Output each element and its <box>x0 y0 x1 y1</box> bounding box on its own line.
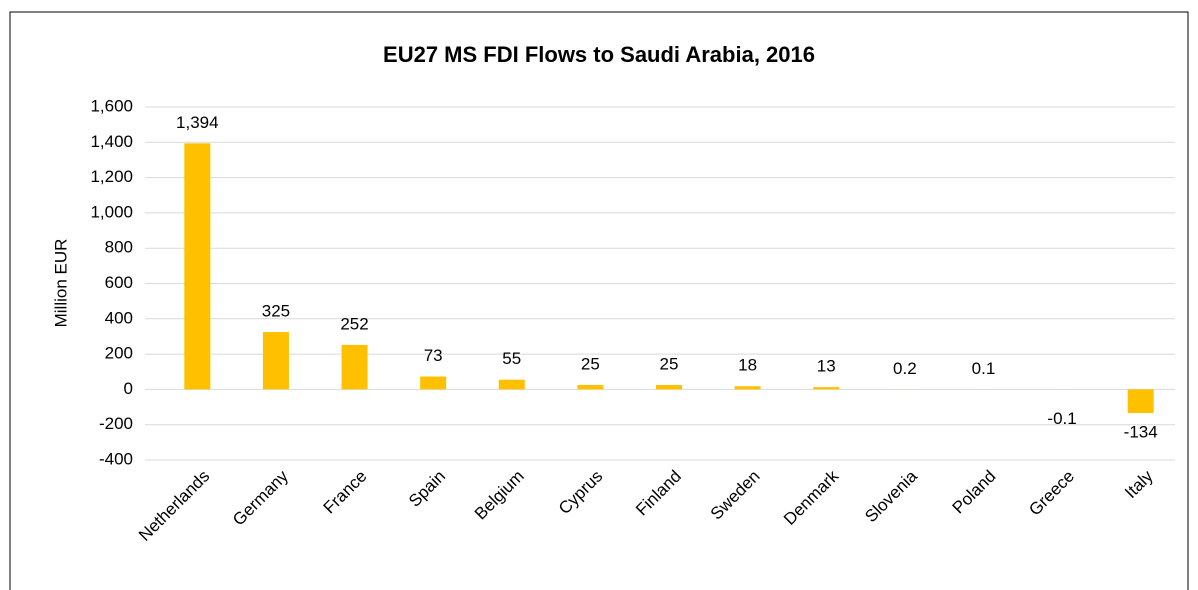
bar <box>577 384 604 390</box>
bar <box>498 379 525 390</box>
y-tick-label: 600 <box>105 273 133 292</box>
y-tick-label: 1,000 <box>90 202 133 221</box>
data-label: 1,394 <box>176 113 219 132</box>
y-tick-label: 800 <box>105 238 133 257</box>
y-tick-label: 1,600 <box>90 96 133 115</box>
chart-title: EU27 MS FDI Flows to Saudi Arabia, 2016 <box>383 42 815 67</box>
data-label: -0.1 <box>1047 409 1076 428</box>
data-label: 0.1 <box>972 359 996 378</box>
bar <box>262 332 289 390</box>
bar <box>184 143 211 390</box>
y-tick-label: 1,400 <box>90 132 133 151</box>
data-label: 25 <box>581 354 600 373</box>
y-tick-label: -400 <box>99 449 133 468</box>
data-label: -134 <box>1124 423 1158 442</box>
bar <box>734 386 761 390</box>
y-axis-label: Million EUR <box>51 239 70 328</box>
data-label: 13 <box>817 357 836 376</box>
bar <box>341 344 368 390</box>
data-label: 73 <box>424 346 443 365</box>
bar <box>813 387 840 390</box>
data-label: 0.2 <box>893 359 917 378</box>
y-tick-label: -200 <box>99 414 133 433</box>
y-tick-label: 200 <box>105 344 133 363</box>
y-tick-label: 1,200 <box>90 167 133 186</box>
y-tick-label: 0 <box>124 379 133 398</box>
bar <box>1127 389 1154 414</box>
data-label: 18 <box>738 356 757 375</box>
data-label: 252 <box>340 314 368 333</box>
bar <box>656 384 682 390</box>
data-label: 55 <box>502 349 521 368</box>
bar <box>420 376 447 390</box>
y-tick-label: 400 <box>105 308 133 327</box>
data-label: 25 <box>660 354 679 373</box>
data-label: 325 <box>262 302 290 321</box>
